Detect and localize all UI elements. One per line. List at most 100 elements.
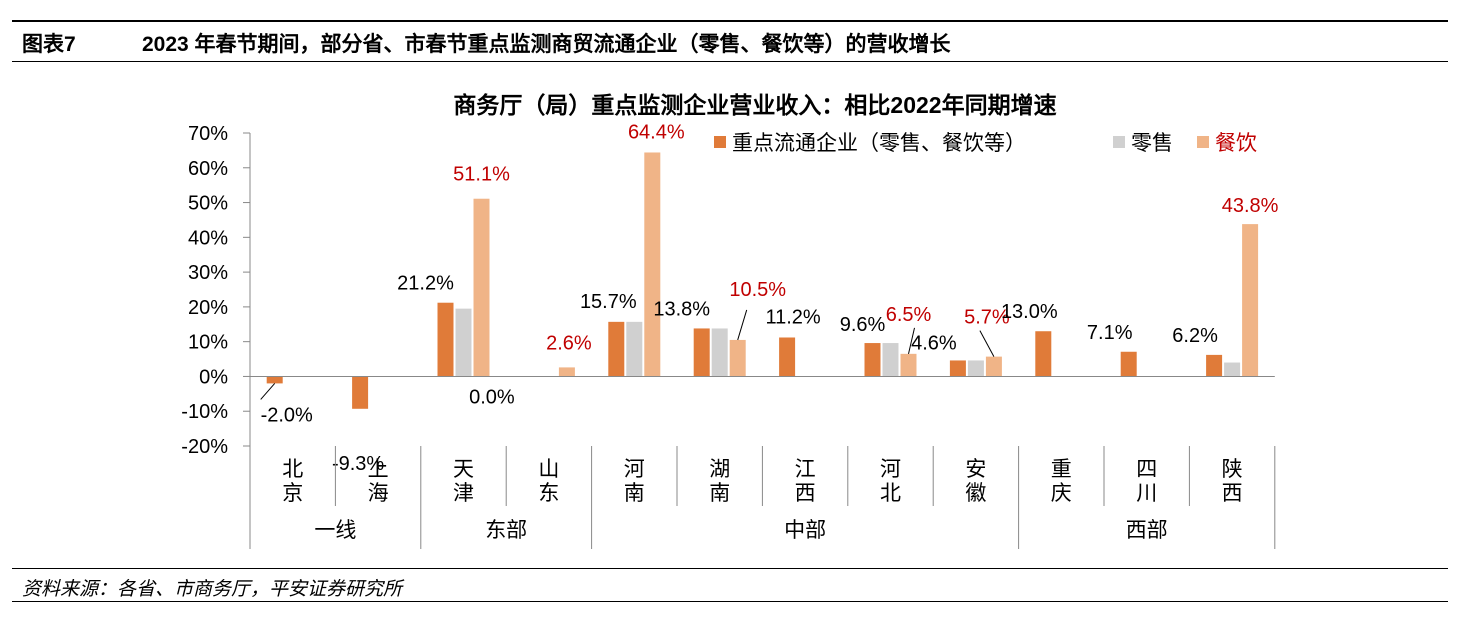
- y-tick-label: 60%: [188, 158, 228, 180]
- data-label: 15.7%: [580, 291, 637, 313]
- category-label: 安: [965, 458, 986, 481]
- y-tick-label: 30%: [188, 262, 228, 284]
- y-tick-label: 50%: [188, 193, 228, 215]
- bar-北京-s1: [266, 376, 283, 384]
- figure-header: 图表7 2023 年春节期间，部分省、市春节重点监测商贸流通企业（零售、餐饮等）的…: [22, 28, 951, 58]
- top-rule: [12, 20, 1448, 22]
- bar-陕西-s3: [1242, 224, 1259, 377]
- category-label: 北: [282, 458, 303, 481]
- legend-swatch-3: [1197, 136, 1209, 148]
- category-label: 河: [624, 458, 645, 481]
- y-tick-label: 70%: [188, 123, 228, 145]
- bar-chart: 商务厅（局）重点监测企业营业收入：相比2022年同期增速 70% 60% 50% 40%…: [181, 92, 1279, 549]
- bar-陕西-s2: [1224, 362, 1241, 377]
- data-label: 4.6%: [911, 332, 957, 354]
- category-label: 重: [1051, 458, 1072, 481]
- category-label: 河: [880, 458, 901, 481]
- bar-河北-s3: [900, 353, 917, 377]
- header-rule: [12, 61, 1448, 62]
- category-label: 津: [453, 482, 474, 505]
- legend-label-2: 零售: [1131, 132, 1173, 155]
- bar-河南-s2: [626, 321, 643, 377]
- category-label: 京: [282, 482, 303, 505]
- group-label: 东部: [485, 519, 527, 542]
- bar-陕西-s1: [1206, 354, 1223, 377]
- bar-天津-s2: [455, 308, 472, 377]
- group-label: 西部: [1126, 519, 1168, 542]
- y-tick-label: -20%: [181, 436, 228, 458]
- category-label: 陕: [1222, 458, 1243, 481]
- data-label: 21.2%: [397, 273, 454, 295]
- data-label: 6.5%: [886, 304, 932, 326]
- bar-山东-s3: [558, 367, 575, 377]
- bar-河南-s1: [608, 321, 625, 377]
- chart-title: 商务厅（局）重点监测企业营业收入：相比2022年同期增速: [453, 92, 1056, 118]
- bar-安徽-s2: [967, 360, 984, 377]
- legend-label-3: 餐饮: [1215, 132, 1257, 155]
- y-tick-label: 0%: [199, 366, 228, 388]
- label-leader-line: [737, 309, 748, 341]
- category-label: 湖: [709, 458, 730, 481]
- data-label: -2.0%: [261, 404, 313, 426]
- category-label: 上: [368, 458, 389, 481]
- source-note: 资料来源：各省、市商务厅，平安证券研究所: [22, 579, 403, 600]
- data-label: 13.0%: [1001, 301, 1058, 323]
- data-label: 11.2%: [765, 306, 820, 328]
- data-label: 43.8%: [1222, 195, 1279, 217]
- bar-江西-s1: [779, 337, 796, 377]
- label-leader-line: [908, 327, 915, 354]
- data-label: 6.2%: [1172, 325, 1218, 347]
- category-label: 徽: [965, 482, 986, 505]
- category-label: 江: [795, 458, 816, 481]
- bottom-rule: [12, 601, 1448, 602]
- bar-重庆-s1: [1035, 331, 1052, 377]
- category-label: 四: [1136, 458, 1157, 481]
- source-rule: [12, 568, 1448, 569]
- category-label: 北: [880, 482, 901, 505]
- category-label: 庆: [1051, 482, 1072, 505]
- group-label: 一线: [314, 519, 356, 542]
- category-label: 西: [1222, 482, 1243, 505]
- data-label: 5.7%: [964, 307, 1010, 329]
- data-label: 13.8%: [653, 298, 710, 320]
- bar-天津-s1: [437, 302, 454, 377]
- legend-swatch-2: [1113, 136, 1125, 148]
- y-tick-label: 10%: [188, 332, 228, 354]
- y-tick-label: -10%: [181, 401, 228, 423]
- bar-湖南-s1: [693, 328, 710, 377]
- figure-title: 2023 年春节期间，部分省、市春节重点监测商贸流通企业（零售、餐饮等）的营收增…: [142, 33, 951, 56]
- bar-湖南-s3: [729, 339, 746, 377]
- category-label: 天: [453, 458, 474, 481]
- data-label: 64.4%: [628, 121, 685, 143]
- category-label: 川: [1136, 482, 1157, 505]
- bar-安徽-s1: [949, 360, 966, 377]
- bar-河北-s1: [864, 343, 881, 377]
- category-label: 东: [538, 482, 559, 505]
- data-label: 2.6%: [546, 332, 592, 354]
- data-label: 51.1%: [453, 164, 510, 186]
- y-tick-label: 40%: [188, 227, 228, 249]
- category-label: 西: [795, 482, 816, 505]
- group-label: 中部: [784, 519, 826, 542]
- bar-四川-s1: [1120, 351, 1137, 377]
- data-label: 9.6%: [840, 314, 886, 336]
- bar-天津-s3: [473, 198, 490, 377]
- data-label: 10.5%: [729, 279, 786, 301]
- category-label: 海: [368, 482, 389, 505]
- bar-上海-s1: [352, 376, 369, 409]
- bar-河南-s3: [644, 152, 661, 377]
- data-label: -9.3%: [332, 453, 384, 475]
- legend-swatch-1: [714, 136, 726, 148]
- category-label: 南: [709, 482, 730, 505]
- bar-湖南-s2: [711, 328, 728, 377]
- figure-number: 图表7: [22, 33, 76, 56]
- bar-安徽-s3: [985, 356, 1002, 377]
- bar-河北-s2: [882, 343, 899, 377]
- data-label: 0.0%: [469, 386, 515, 408]
- label-leader-line: [979, 330, 995, 357]
- label-leader-line: [260, 383, 276, 400]
- legend-label-1: 重点流通企业（零售、餐饮等）: [732, 132, 1026, 155]
- category-label: 南: [624, 482, 645, 505]
- data-label: 7.1%: [1087, 322, 1133, 344]
- y-tick-label: 20%: [188, 297, 228, 319]
